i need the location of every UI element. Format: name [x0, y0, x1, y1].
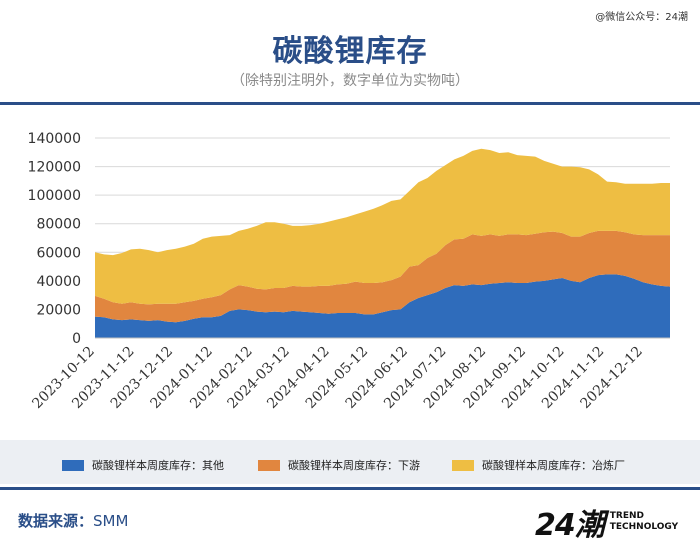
logo-text: TREND TECHNOLOGY — [610, 511, 678, 533]
chart-title: 碳酸锂库存 — [272, 34, 428, 69]
top-divider — [0, 102, 700, 105]
y-tick-label: 140000 — [28, 131, 81, 147]
legend-swatch-downstream — [258, 459, 280, 471]
legend-swatch-other — [62, 459, 84, 471]
area-series-smelter — [95, 148, 670, 305]
legend-swatch-smelter — [452, 459, 474, 471]
logo-mark: 24潮 — [535, 508, 605, 543]
legend-label-other: 碳酸锂样本周度库存：其他 — [92, 459, 224, 472]
legend-item-smelter: 碳酸锂样本周度库存：冶炼厂 — [452, 457, 625, 473]
chart-subtitle: （除特别注明外，数字单位为实物吨） — [231, 73, 469, 89]
legend-item-other: 碳酸锂样本周度库存：其他 — [62, 457, 224, 473]
y-tick-label: 80000 — [36, 217, 81, 233]
watermark: @微信公众号：24潮 — [595, 12, 688, 23]
y-tick-label: 20000 — [36, 302, 81, 318]
y-tick-label: 100000 — [28, 188, 81, 204]
data-source-label: 数据来源： — [18, 512, 94, 530]
bottom-divider — [0, 487, 700, 490]
area-series-other — [95, 274, 670, 338]
chart-area: 0200004000060000800001000001200001400002… — [28, 131, 670, 412]
logo-text-line2: TECHNOLOGY — [609, 522, 679, 532]
data-source-value: SMM — [93, 512, 129, 530]
data-source: 数据来源：SMM — [18, 510, 128, 531]
area-series-downstream — [95, 230, 670, 323]
legend: 碳酸锂样本周度库存：其他 碳酸锂样本周度库存：下游 碳酸锂样本周度库存：冶炼厂 — [0, 440, 700, 484]
y-tick-label: 60000 — [36, 245, 81, 261]
brand-logo: 24潮 TREND TECHNOLOGY — [535, 500, 678, 544]
y-tick-label: 0 — [72, 331, 81, 347]
y-tick-label: 120000 — [28, 160, 81, 176]
legend-item-downstream: 碳酸锂样本周度库存：下游 — [258, 457, 420, 473]
logo-text-line1: TREND — [609, 511, 644, 521]
legend-label-downstream: 碳酸锂样本周度库存：下游 — [288, 459, 420, 472]
legend-label-smelter: 碳酸锂样本周度库存：冶炼厂 — [482, 459, 625, 472]
y-tick-label: 40000 — [36, 274, 81, 290]
